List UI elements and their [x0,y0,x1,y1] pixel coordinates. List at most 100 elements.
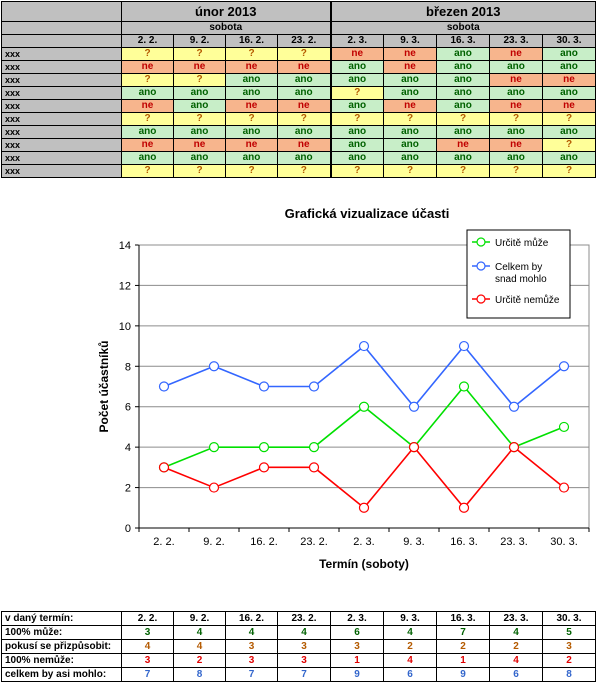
availability-cell: ano [383,138,437,152]
summary-row-label: pokusí se přizpůsobit: [1,639,122,654]
x-tick-label: 30. 3. [550,536,578,548]
availability-cell: ? [173,112,226,126]
participant-name: xxx [1,99,122,113]
availability-cell: ano [383,151,437,165]
x-tick-label: 16. 2. [250,536,278,548]
availability-cell: ne [436,138,490,152]
availability-cell: ? [225,112,278,126]
summary-value-cell: 3 [121,653,174,668]
date-header-row: 2. 2. 9. 2. 16. 2. 23. 2. 2. 3. 9. 3. 16. 3. 23… [1,34,596,48]
availability-cell: ? [121,112,174,126]
date-header-cell: 16. 2. [225,34,278,48]
availability-cell: ano [329,60,384,74]
summary-date-cell: 16. 2. [225,611,278,626]
summary-date-cell: 30. 3. [542,611,596,626]
availability-cell: ne [542,73,596,87]
availability-cell: ne [383,60,437,74]
y-tick-label: 14 [119,240,131,252]
summary-date-cell: 23. 2. [277,611,331,626]
availability-cell: ? [173,47,226,61]
participant-name: xxx [1,112,122,126]
date-header-cell: 23. 2. [277,34,331,48]
availability-cell: ne [277,60,331,74]
summary-row-label: 100% nemůže: [1,653,122,668]
availability-cell: ne [489,73,543,87]
summary-value-cell: 7 [436,625,490,640]
data-point [308,442,320,453]
availability-cell: ? [121,73,174,87]
participant-row: xxx ano ano ano ano ano ano ano ano ano [1,151,596,165]
summary-value-cell: 6 [383,667,437,682]
y-axis-label: Počet účastníků [97,340,111,432]
data-point [558,361,570,372]
availability-cell: ? [436,112,490,126]
availability-cell: ne [121,99,174,113]
data-point [508,401,520,412]
availability-cell: ano [542,60,596,74]
date-header-cell: 30. 3. [542,34,596,48]
availability-cell: ? [225,164,278,178]
data-point [408,442,420,453]
availability-cell: ? [225,47,278,61]
availability-cell: ano [542,125,596,139]
y-tick-label: 6 [125,402,131,414]
y-tick-label: 4 [125,442,131,454]
summary-value-cell: 9 [330,667,384,682]
availability-cell: ne [489,138,543,152]
corner-cell [1,34,122,48]
summary-date-cell: 23. 3. [489,611,543,626]
participant-row: xxx????????? [1,112,596,126]
availability-cell: ? [277,47,331,61]
summary-value-cell: 1 [330,653,384,668]
data-point [308,462,320,473]
summary-value-cell: 7 [225,667,278,682]
availability-cell: ? [329,112,384,126]
availability-cell: ano [489,151,543,165]
data-point [258,462,270,473]
data-point [208,482,220,493]
summary-value-cell: 6 [330,625,384,640]
summary-row-label: 100% může: [1,625,122,640]
participant-name: xxx [1,47,122,61]
availability-cell: ano [489,86,543,100]
legend-marker [476,237,486,247]
availability-cell: ? [121,47,174,61]
availability-cell: ne [489,99,543,113]
data-point [408,401,420,412]
attendance-table: únor 2013 březen 2013 sobota sobota 2. 2. 9. … [1,1,596,178]
participant-row: xxx ne ne ne ne ano ne ano ano ano [1,60,596,74]
summary-value-cell: 4 [225,625,278,640]
availability-cell: ano [436,86,490,100]
availability-cell: ? [436,164,490,178]
summary-value-cell: 8 [542,667,596,682]
date-header-cell: 2. 3. [329,34,384,48]
data-point [208,361,220,372]
availability-cell: ano [277,125,331,139]
availability-cell: ne [173,60,226,74]
participant-name: xxx [1,151,122,165]
availability-cell: ne [121,60,174,74]
date-header-cell: 9. 2. [173,34,226,48]
legend-marker [476,294,486,304]
availability-cell: ano [489,60,543,74]
summary-date-cell: 2. 3. [330,611,384,626]
availability-cell: ano [329,99,384,113]
date-header-cell: 23. 3. [489,34,543,48]
availability-cell: ano [121,151,174,165]
date-header-cell: 9. 3. [383,34,437,48]
availability-cell: ano [383,125,437,139]
availability-cell: ne [173,138,226,152]
summary-value-cell: 2 [542,653,596,668]
y-tick-label: 8 [125,361,131,373]
x-tick-label: 9. 3. [403,536,424,548]
summary-value-cell: 4 [277,625,331,640]
participant-row: xxx ne ano ne ne ano ne ano ne ne [1,99,596,113]
summary-value-cell: 6 [489,667,543,682]
y-tick-label: 2 [125,483,131,495]
availability-cell: ano [277,151,331,165]
month-header-row: únor 2013 březen 2013 [1,1,596,22]
data-point [358,340,370,352]
y-tick-label: 10 [119,321,131,333]
availability-cell: ne [329,47,384,61]
corner-cell [1,1,122,22]
